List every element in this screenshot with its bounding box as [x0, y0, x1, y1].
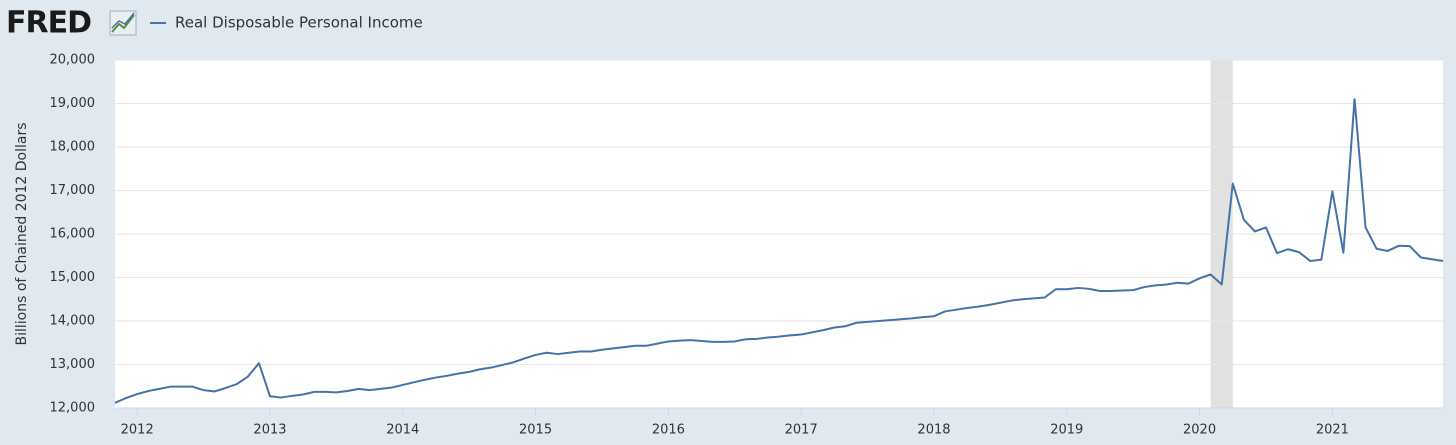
y-tick-label: 15,000 [50, 270, 96, 285]
logo-icon [109, 10, 137, 36]
x-tick-label: 2013 [253, 423, 286, 438]
y-tick-label: 17,000 [50, 183, 96, 198]
legend-label: Real Disposable Personal Income [175, 14, 423, 32]
x-tick-label: 2019 [1050, 423, 1083, 438]
x-tick-label: 2016 [652, 423, 685, 438]
y-tick-label: 14,000 [50, 314, 96, 329]
y-tick-label: 20,000 [50, 53, 96, 68]
x-tick-label: 2017 [785, 423, 818, 438]
x-tick-label: 2021 [1316, 423, 1349, 438]
y-tick-label: 16,000 [50, 227, 96, 242]
y-tick-label: 12,000 [50, 401, 96, 416]
data-line [114, 98, 1444, 404]
x-tick-label: 2015 [519, 423, 552, 438]
x-tick-label: 2018 [917, 423, 950, 438]
y-tick-label: 19,000 [50, 96, 96, 111]
y-axis-label: Billions of Chained 2012 Dollars [14, 122, 30, 345]
y-tick-label: 18,000 [50, 140, 96, 155]
logo: FRED [6, 6, 91, 41]
x-tick-label: 2012 [121, 423, 154, 438]
x-tick-label: 2014 [386, 423, 419, 438]
x-tick-label: 2020 [1183, 423, 1216, 438]
y-tick-label: 13,000 [50, 357, 96, 372]
